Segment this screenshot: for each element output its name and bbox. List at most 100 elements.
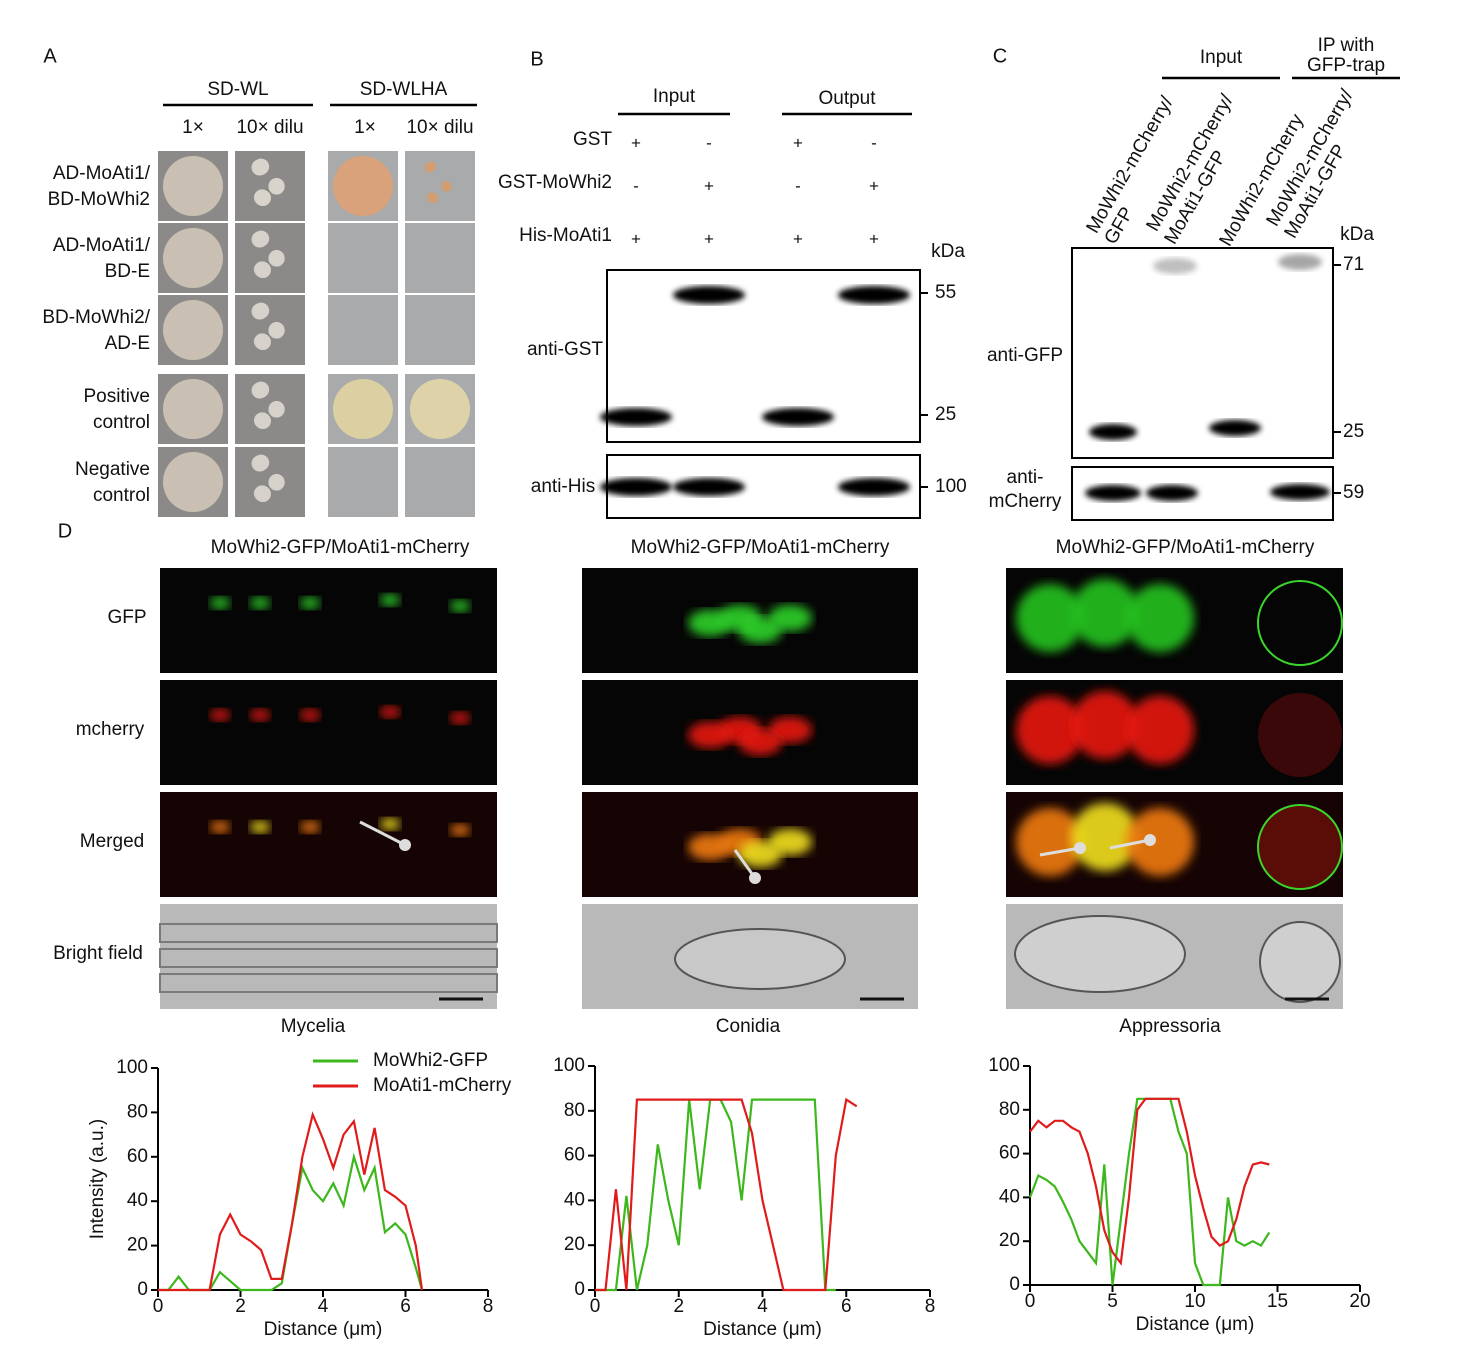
x-tick-label: 2 [673, 1296, 684, 1317]
row-label: mcherry [76, 719, 145, 740]
fluorescence [300, 821, 320, 833]
colony [253, 333, 270, 350]
column-label: 1× [182, 117, 204, 138]
blot-band [1146, 485, 1198, 501]
marker-label: 55 [935, 282, 956, 303]
x-tick-label: 8 [925, 1296, 936, 1317]
conidium [1014, 915, 1186, 993]
unit-label: kDa [931, 241, 965, 262]
y-tick-label: 40 [999, 1186, 1020, 1207]
x-axis-label: Distance (μm) [264, 1319, 383, 1340]
colony [163, 379, 223, 439]
colony [410, 379, 470, 439]
y-tick-label: 0 [574, 1279, 585, 1300]
x-tick-label: 0 [1025, 1291, 1036, 1312]
row-label: His-MoAti1 [519, 225, 612, 246]
plate-image [405, 223, 475, 293]
series-line [158, 1111, 424, 1292]
x-tick-label: 15 [1267, 1291, 1288, 1312]
y-tick-label: 0 [1009, 1274, 1020, 1295]
fluorescence [1126, 696, 1194, 764]
appressorium [1259, 921, 1341, 1003]
plate-image [328, 295, 398, 365]
blot-band [1209, 420, 1261, 436]
column-label: 1× [354, 117, 376, 138]
colony [163, 300, 223, 360]
y-tick-label: 100 [116, 1057, 148, 1078]
plate-image [405, 151, 475, 221]
y-axis-label: Intensity (a.u.) [87, 1119, 108, 1239]
colony [253, 412, 270, 429]
row-label: GST-MoWhi2 [498, 172, 612, 193]
column-title: MoWhi2-GFP/MoAti1-mCherry [211, 537, 470, 558]
hypha [159, 973, 498, 993]
lane-sign: - [706, 133, 712, 152]
fluorescence [380, 594, 400, 606]
group-title: GFP-trap [1307, 55, 1385, 76]
y-tick-label: 80 [999, 1099, 1020, 1120]
colony [268, 250, 285, 267]
arrow [359, 820, 406, 847]
blot-band [673, 478, 745, 496]
row-label: AD-E [105, 333, 150, 354]
y-tick-label: 20 [564, 1234, 585, 1255]
arrow [1039, 846, 1081, 857]
marker-label: 100 [935, 476, 967, 497]
fluorescence [450, 600, 470, 612]
series-line [595, 1097, 858, 1292]
colony [268, 401, 285, 418]
row-label: AD-MoAti1/ [53, 163, 151, 184]
colony [426, 192, 437, 203]
fluorescence [738, 616, 782, 644]
y-tick-label: 100 [988, 1055, 1020, 1076]
lane-sign: + [631, 229, 641, 248]
column-title: MoWhi2-GFP/MoAti1-mCherry [631, 537, 890, 558]
lane-sign: - [633, 176, 639, 195]
row-label: GST [573, 129, 612, 150]
micrograph [160, 680, 497, 785]
fluorescence [1071, 803, 1139, 871]
row-label: BD-MoWhi2/ [42, 307, 150, 328]
colony [253, 302, 270, 319]
cell [1257, 580, 1343, 666]
row-label: Bright field [53, 943, 143, 964]
column-caption: Appressoria [1119, 1016, 1221, 1037]
row-label: BD-MoWhi2 [48, 189, 150, 210]
colony [253, 261, 270, 278]
group-title: IP with [1318, 35, 1375, 56]
row-label: BD-E [105, 261, 150, 282]
blot-frame [1071, 247, 1334, 459]
colony [253, 454, 270, 471]
group-title: Output [818, 88, 876, 109]
x-tick-label: 4 [318, 1296, 329, 1317]
y-tick-label: 60 [127, 1146, 148, 1167]
blot-label: mCherry [989, 491, 1062, 512]
colony [333, 156, 393, 216]
blot-band [1089, 424, 1137, 440]
fluorescence [1071, 691, 1139, 759]
fluorescence [380, 706, 400, 718]
legend-label: MoAti1-mCherry [373, 1075, 512, 1096]
fluorescence [450, 712, 470, 724]
y-tick-label: 0 [137, 1279, 148, 1300]
blot-band [600, 408, 672, 426]
x-tick-label: 2 [235, 1296, 246, 1317]
lane-sign: + [704, 229, 714, 248]
blot-label: anti- [1007, 467, 1044, 488]
blot-band [1085, 485, 1141, 501]
y-tick-label: 60 [564, 1145, 585, 1166]
lane-sign: + [704, 176, 714, 195]
marker-label: 59 [1343, 482, 1364, 503]
x-tick-label: 10 [1184, 1291, 1205, 1312]
fluorescence [1071, 579, 1139, 647]
x-axis-label: Distance (μm) [1136, 1314, 1255, 1335]
fluorescence [210, 709, 230, 721]
x-tick-label: 5 [1107, 1291, 1118, 1312]
x-tick-label: 0 [153, 1296, 164, 1317]
colony [268, 474, 285, 491]
arrow [1109, 838, 1151, 850]
column-title: MoWhi2-GFP/MoAti1-mCherry [1056, 537, 1315, 558]
lane-sign: + [631, 133, 641, 152]
panel-label: B [530, 48, 543, 70]
series-line [1028, 1097, 1271, 1287]
